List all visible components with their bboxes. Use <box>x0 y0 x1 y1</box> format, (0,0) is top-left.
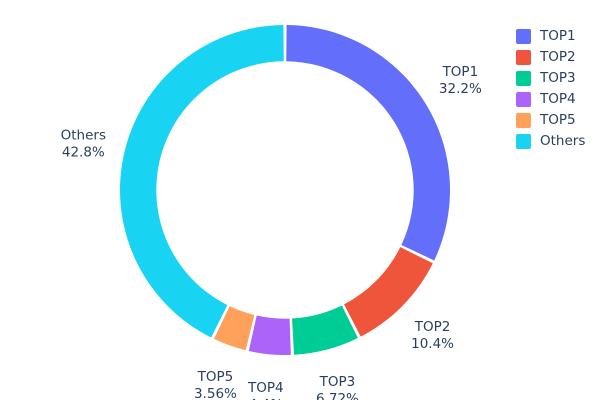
donut-slice-top1[interactable] <box>286 25 450 261</box>
donut-slice-top2[interactable] <box>344 247 433 337</box>
legend-item-others[interactable]: Others <box>516 133 585 150</box>
legend-swatch-icon-top2 <box>516 50 531 65</box>
legend-item-top5[interactable]: TOP5 <box>516 112 585 129</box>
slice-label-top1: TOP1 32.2% <box>439 64 482 97</box>
legend-item-top4[interactable]: TOP4 <box>516 91 585 108</box>
legend: TOP1 TOP2 TOP3 TOP4 TOP5 Others <box>516 28 585 150</box>
donut-slice-top3[interactable] <box>292 305 358 355</box>
slice-label-others: Others 42.8% <box>61 127 106 160</box>
slice-label-top2: TOP2 10.4% <box>411 319 454 352</box>
legend-item-top1[interactable]: TOP1 <box>516 28 585 45</box>
legend-swatch-icon-top4 <box>516 92 531 107</box>
legend-label-top4: TOP4 <box>540 91 576 107</box>
slice-label-top5: TOP5 3.56% <box>194 369 237 400</box>
legend-item-top3[interactable]: TOP3 <box>516 70 585 87</box>
donut-slices[interactable] <box>120 25 450 355</box>
legend-label-top1: TOP1 <box>540 28 576 44</box>
legend-item-top2[interactable]: TOP2 <box>516 49 585 66</box>
legend-label-others: Others <box>540 133 586 149</box>
slice-label-top4: TOP44.4% <box>247 380 284 400</box>
donut-slice-top5[interactable] <box>213 306 255 351</box>
legend-swatch-icon-top3 <box>516 71 531 86</box>
legend-swatch-icon-top5 <box>516 113 531 128</box>
legend-swatch-icon-others <box>516 134 531 149</box>
donut-slice-others[interactable] <box>120 25 284 338</box>
donut-slice-top4[interactable] <box>248 315 291 355</box>
legend-label-top3: TOP3 <box>540 70 576 86</box>
legend-label-top5: TOP5 <box>540 112 576 128</box>
legend-label-top2: TOP2 <box>540 49 576 65</box>
legend-swatch-icon-top1 <box>516 29 531 44</box>
slice-label-top3: TOP3 6.72% <box>316 374 359 400</box>
